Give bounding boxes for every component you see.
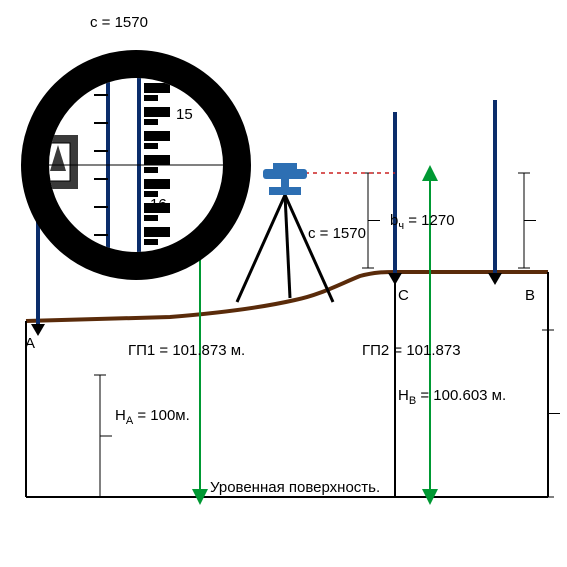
ground-line: [26, 272, 548, 321]
b-dim: [518, 173, 536, 268]
HB-dim: [542, 330, 560, 497]
svg-text:16: 16: [150, 196, 167, 213]
GP2-label: ГП2 = 101.873: [362, 342, 461, 359]
scope-view: 1516: [35, 64, 237, 266]
GP1-label: ГП1 = 101.873 м.: [128, 342, 245, 359]
HB-label: HB = 100.603 м.: [398, 387, 506, 407]
c-mid-label: c = 1570: [308, 225, 366, 242]
HA-label: HA = 100м.: [115, 407, 190, 427]
leveling-diagram: 1516c = 1570c = 1570bч = 1270ACBГП1 = 10…: [0, 0, 567, 567]
C-label: C: [398, 287, 409, 304]
b-label: bч = 1270: [390, 212, 455, 232]
datum-label: Уровенная поверхность.: [210, 479, 380, 496]
point-C: [388, 273, 402, 285]
B-label: B: [525, 287, 535, 304]
HA-dim: [94, 375, 112, 497]
c-dim: [362, 173, 380, 268]
A-label: A: [25, 335, 35, 352]
c-top-label: c = 1570: [90, 14, 148, 31]
svg-text:15: 15: [176, 106, 193, 123]
point-B: [488, 273, 502, 285]
